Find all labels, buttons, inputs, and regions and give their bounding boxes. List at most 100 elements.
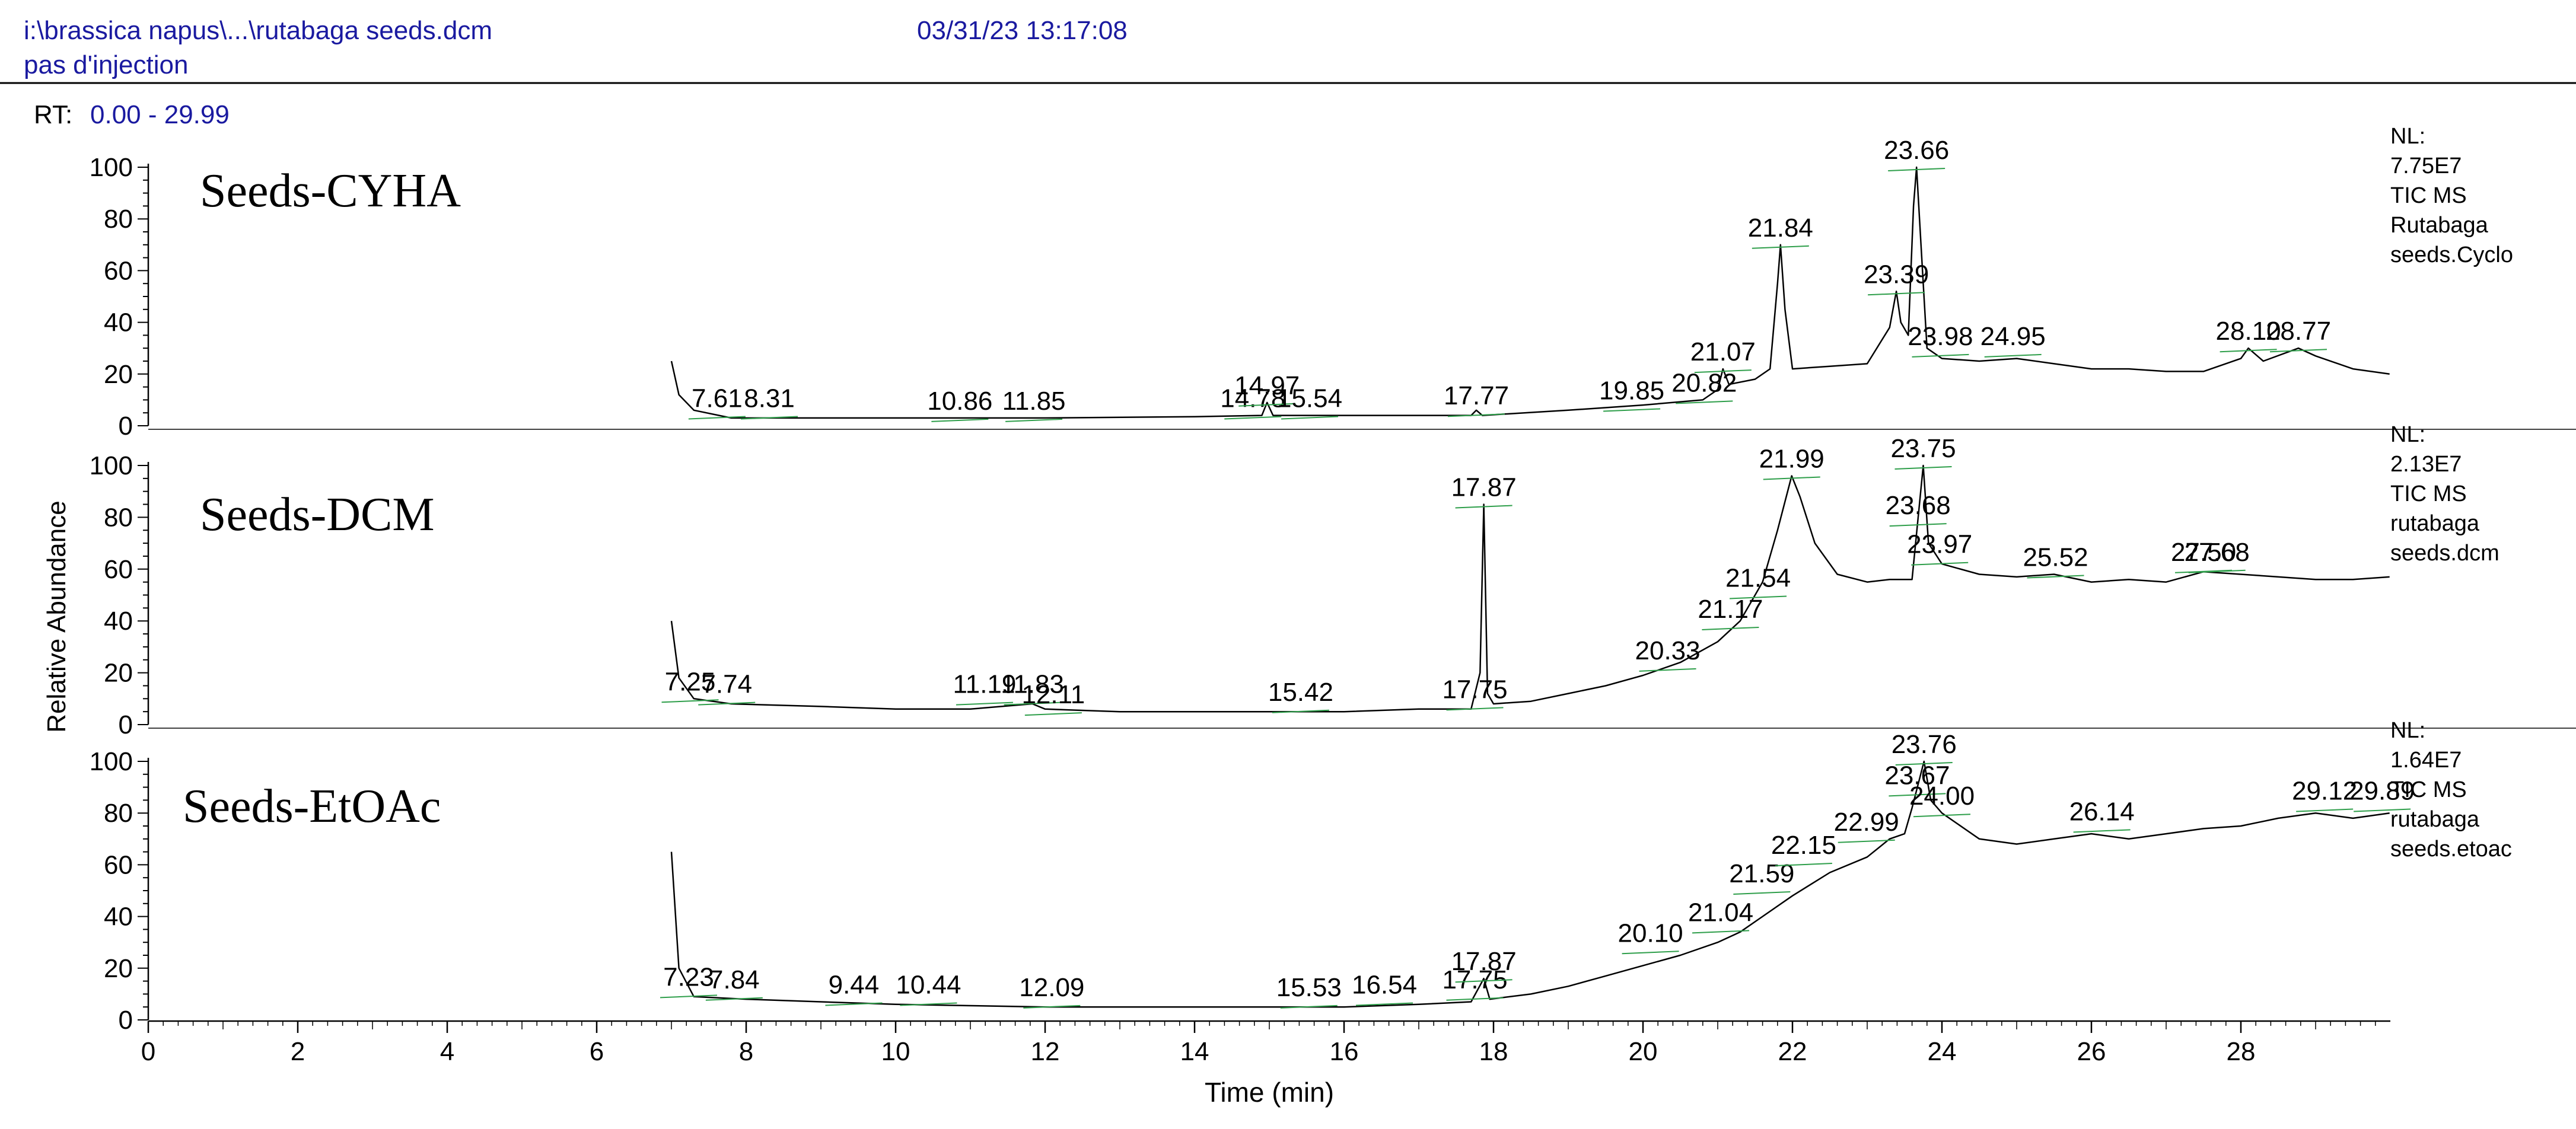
- x-tick-label: 6: [590, 1037, 604, 1066]
- x-tick-label: 18: [1479, 1037, 1508, 1066]
- x-tick-label: 26: [2077, 1037, 2106, 1066]
- y-tick-label: 60: [104, 256, 133, 285]
- x-tick-label: 20: [1629, 1037, 1658, 1066]
- peak-label: 17.75: [1442, 675, 1507, 704]
- peak-label: 28.77: [2266, 317, 2331, 346]
- x-tick-label: 28: [2227, 1037, 2256, 1066]
- peak-baseline-marker: [1355, 1002, 1413, 1006]
- peak-label: 17.77: [1444, 381, 1509, 410]
- peak-label: 22.99: [1834, 808, 1899, 837]
- peak-label: 22.15: [1771, 831, 1836, 860]
- peak-label: 17.75: [1442, 965, 1507, 994]
- peak-baseline-marker: [705, 997, 763, 1001]
- peak-baseline-marker: [1005, 418, 1063, 422]
- peak-baseline-marker: [1692, 930, 1750, 934]
- peak-label: 15.53: [1276, 973, 1342, 1002]
- peak-label: 21.04: [1688, 898, 1753, 927]
- peak-label: 15.42: [1268, 678, 1333, 707]
- peak-baseline-marker: [1455, 979, 1513, 983]
- x-tick-label: 0: [141, 1037, 155, 1066]
- nl-info-line: 7.75E7: [2390, 154, 2462, 178]
- peak-label: 10.86: [927, 387, 992, 416]
- y-tick-label: 80: [104, 503, 133, 532]
- rt-range: 0.00 - 29.99: [90, 100, 230, 129]
- peak-label: 23.97: [1907, 530, 1972, 559]
- y-tick-label: 0: [119, 1006, 133, 1035]
- peak-baseline-marker: [1838, 839, 1895, 843]
- peak-baseline-marker: [741, 416, 798, 420]
- peak-baseline-marker: [1694, 369, 1752, 374]
- nl-info-line: TIC MS: [2390, 481, 2467, 506]
- tic-trace: [670, 166, 2390, 419]
- peak-label: 20.33: [1635, 636, 1701, 665]
- peak-baseline-marker: [1238, 403, 1296, 407]
- y-tick-label: 0: [119, 710, 133, 739]
- rt-label: RT:: [34, 100, 73, 129]
- peak-label: 12.09: [1019, 973, 1084, 1002]
- y-tick-label: 100: [90, 747, 133, 776]
- peak-baseline-marker: [1023, 1004, 1081, 1009]
- peak-label: 27.68: [2185, 538, 2250, 567]
- peak-baseline-marker: [1894, 466, 1952, 470]
- peak-label: 23.76: [1892, 730, 1957, 759]
- peak-label: 23.98: [1908, 322, 1973, 351]
- peak-baseline-marker: [698, 701, 756, 706]
- peak-baseline-marker: [1895, 762, 1953, 766]
- peak-label: 11.19: [953, 670, 1017, 699]
- peak-label: 7.61: [692, 384, 743, 413]
- nl-info-line: 2.13E7: [2390, 452, 2462, 477]
- panel-seeds-cyha: 0 20 40 60 80 100 7.61 8.31 10.86 11.85 14.7814.97…: [90, 124, 2576, 441]
- peak-baseline-marker: [2073, 829, 2131, 833]
- peak-baseline-marker: [1676, 400, 1733, 404]
- peak-baseline-marker: [1280, 1004, 1338, 1009]
- peak-label: 17.87: [1451, 473, 1517, 502]
- y-tick-label: 40: [104, 308, 133, 337]
- nl-info-line: NL:: [2390, 718, 2425, 743]
- peak-label: 7.74: [701, 670, 752, 699]
- y-tick-label: 80: [104, 205, 133, 234]
- peak-baseline-marker: [1603, 408, 1661, 412]
- peak-baseline-marker: [1729, 595, 1787, 599]
- peak-baseline-marker: [1639, 668, 1696, 672]
- peak-label: 7.84: [709, 965, 760, 994]
- peak-label: 23.66: [1884, 136, 1949, 165]
- peak-label: 7.23: [663, 962, 714, 991]
- x-tick-label: 24: [1928, 1037, 1957, 1066]
- y-tick-label: 60: [104, 555, 133, 584]
- nl-info-line: seeds.dcm: [2390, 541, 2499, 566]
- peak-baseline-marker: [1984, 353, 2042, 358]
- tic-trace: [670, 760, 2390, 1008]
- peak-label: 12.11: [1021, 680, 1085, 709]
- peak-baseline-marker: [1868, 292, 1925, 296]
- peak-label: 11.85: [1002, 387, 1066, 416]
- peak-label: 14.97: [1234, 371, 1300, 400]
- peak-baseline-marker: [1622, 951, 1679, 955]
- peak-baseline-marker: [1752, 245, 1809, 249]
- peak-baseline-marker: [1775, 863, 1832, 867]
- peak-label: 23.68: [1886, 491, 1951, 520]
- peak-baseline-marker: [931, 418, 989, 422]
- peak-label: 25.52: [2023, 543, 2088, 572]
- subtitle: pas d'injection: [24, 50, 189, 79]
- x-tick-label: 4: [440, 1037, 454, 1066]
- peak-baseline-marker: [688, 416, 746, 420]
- peak-baseline-marker: [825, 1002, 883, 1006]
- peak-label: 21.54: [1725, 564, 1791, 593]
- peak-baseline-marker: [661, 699, 719, 703]
- peak-label: 21.17: [1698, 595, 1763, 624]
- nl-info-line: rutabaga: [2390, 807, 2480, 832]
- y-tick-label: 100: [90, 153, 133, 182]
- x-tick-label: 14: [1180, 1037, 1209, 1066]
- nl-info-line: 1.64E7: [2390, 748, 2462, 773]
- peak-label: 23.75: [1890, 434, 1956, 463]
- peak-baseline-marker: [1763, 476, 1820, 480]
- peak-label: 20.82: [1671, 368, 1737, 397]
- peak-baseline-marker: [2296, 808, 2354, 812]
- peak-label: 11.83: [1001, 670, 1064, 699]
- panel-title: Seeds-DCM: [200, 489, 435, 541]
- peak-label: 27.50: [2171, 538, 2236, 567]
- panel-seeds-etoac: 0 20 40 60 80 100 7.237.84 9.44 10.44 12.09 15.53 1…: [90, 718, 2512, 1035]
- nl-info-line: NL:: [2390, 124, 2425, 149]
- x-axis-label: Time (min): [1205, 1077, 1334, 1108]
